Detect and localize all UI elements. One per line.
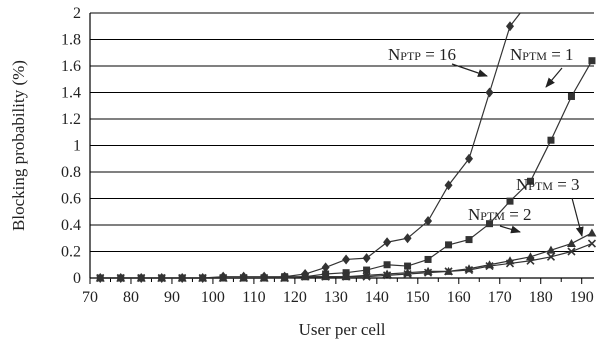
data-point-x (505, 259, 515, 268)
annotation-label: NPTP = 16 (388, 45, 456, 64)
data-point-square (588, 57, 596, 65)
annotation-label: NPTM = 2 (468, 205, 532, 224)
data-point-x (301, 272, 310, 281)
x-tick-label: 160 (447, 289, 471, 306)
data-point-diamond (424, 216, 433, 227)
y-axis-label: Blocking probability (%) (9, 60, 28, 231)
x-tick-label: 70 (82, 289, 98, 306)
data-point-x (383, 271, 392, 280)
data-point-diamond (506, 21, 514, 32)
data-point-x (546, 252, 556, 261)
x-tick-label: 110 (242, 289, 265, 306)
data-point-square (383, 261, 391, 269)
data-point-triangle (587, 228, 597, 237)
data-point-x (178, 273, 187, 283)
x-tick-label: 140 (365, 289, 389, 306)
axes: 0 0.2 0.4 0.6 0.8 1 1.2 1.4 1.6 1.8 2 70 80 90 100 110 1… (61, 5, 594, 306)
grid (90, 12, 594, 279)
x-tick-label: 100 (201, 289, 225, 306)
data-point-x (157, 273, 166, 283)
series-3 (96, 239, 597, 283)
y-tick-label: 1.6 (61, 58, 81, 75)
annotation-arrow (545, 67, 563, 88)
annotation-label: NPTM = 3 (516, 175, 580, 194)
y-tick-label: 0.2 (61, 244, 81, 261)
y-tick-label: 0.6 (61, 191, 81, 208)
x-tick-label: 80 (123, 289, 139, 306)
data-point-square (526, 177, 534, 185)
x-tick-label: 190 (570, 289, 594, 306)
data-point-diamond (383, 237, 392, 248)
data-point-x (116, 273, 125, 283)
x-tick-label: 170 (488, 289, 512, 306)
annotation-arrow (451, 63, 488, 77)
data-point-diamond (342, 254, 351, 265)
data-point-x (219, 273, 228, 283)
series-group (95, 12, 597, 283)
x-tick-label: 120 (283, 289, 307, 306)
annotation-arrow (571, 197, 584, 237)
data-point-x (280, 273, 289, 283)
x-tick-label: 180 (529, 289, 553, 306)
data-point-square (465, 236, 473, 244)
data-point-square (506, 197, 514, 205)
data-point-x (260, 273, 269, 283)
data-point-x (587, 239, 597, 248)
data-point-x (485, 262, 494, 271)
x-tick-label: 130 (324, 289, 348, 306)
data-point-x (96, 273, 105, 283)
series-line (100, 60, 593, 279)
y-tick-label: 1.8 (61, 32, 81, 49)
data-point-square (363, 266, 371, 274)
data-point-x (198, 273, 207, 283)
data-point-diamond (362, 253, 371, 264)
data-point-diamond (444, 180, 453, 191)
y-tick-label: 1 (73, 138, 81, 155)
annotation-label: NPTM = 1 (510, 45, 574, 64)
data-point-square (424, 255, 432, 263)
data-point-x (321, 272, 330, 281)
data-point-x (342, 272, 351, 281)
series-1 (96, 57, 596, 282)
y-tick-label: 0.4 (61, 217, 81, 234)
annotations: NPTP = 16 NPTM = 1 NPTM = 3 NPTM = 2 (388, 45, 584, 237)
data-point-x (526, 256, 535, 265)
data-point-diamond (485, 87, 494, 98)
data-point-x (423, 268, 433, 277)
data-point-diamond (465, 153, 474, 164)
data-point-x (362, 272, 371, 281)
data-point-diamond (321, 262, 330, 273)
data-point-square (547, 136, 555, 144)
data-point-x (567, 247, 576, 256)
y-tick-label: 1.4 (61, 85, 81, 102)
data-point-square (567, 92, 575, 100)
y-tick-label: 0 (73, 270, 81, 287)
x-tick-label: 150 (406, 289, 430, 306)
data-point-diamond (403, 233, 412, 244)
annotation-arrow (499, 225, 521, 234)
data-point-x (137, 273, 146, 283)
y-tick-label: 2 (73, 5, 81, 22)
data-point-square (486, 220, 494, 228)
y-tick-label: 1.2 (61, 111, 81, 128)
x-axis-label: User per cell (299, 320, 386, 339)
x-tick-label: 90 (164, 289, 180, 306)
data-point-square (445, 241, 453, 249)
data-point-square (404, 262, 412, 270)
data-point-x (464, 265, 474, 275)
data-point-x (403, 269, 412, 279)
data-point-triangle (546, 245, 556, 254)
data-point-x (239, 273, 248, 283)
data-point-triangle (566, 239, 576, 248)
data-point-x (444, 267, 453, 276)
y-tick-label: 0.8 (61, 164, 81, 181)
